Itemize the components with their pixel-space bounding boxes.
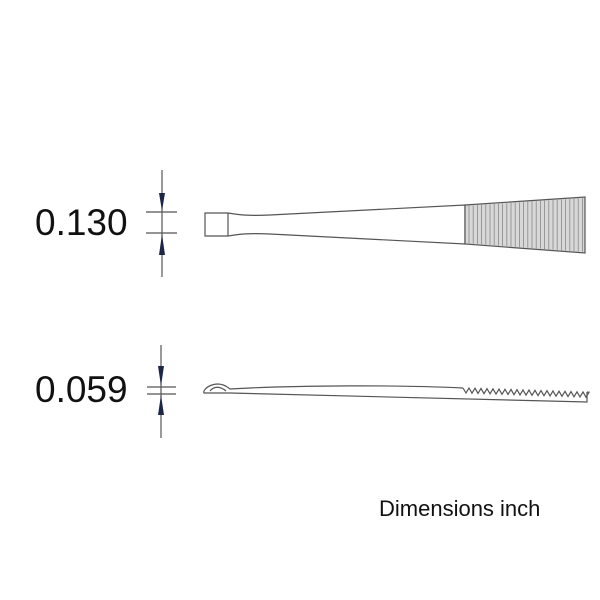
tweezer-side-view bbox=[203, 383, 591, 403]
width-dimension bbox=[146, 170, 177, 277]
width-label: 0.130 bbox=[35, 202, 128, 243]
arrow-up-icon bbox=[159, 234, 165, 255]
tweezer-top-view bbox=[204, 196, 586, 254]
arrow-up-icon bbox=[158, 395, 164, 415]
arrow-down-icon bbox=[158, 366, 164, 386]
thickness-dimension bbox=[147, 345, 176, 438]
units-note: Dimensions inch bbox=[379, 496, 540, 521]
thickness-label: 0.059 bbox=[35, 369, 128, 410]
serrated-edge bbox=[462, 386, 591, 399]
arrow-down-icon bbox=[159, 193, 165, 211]
